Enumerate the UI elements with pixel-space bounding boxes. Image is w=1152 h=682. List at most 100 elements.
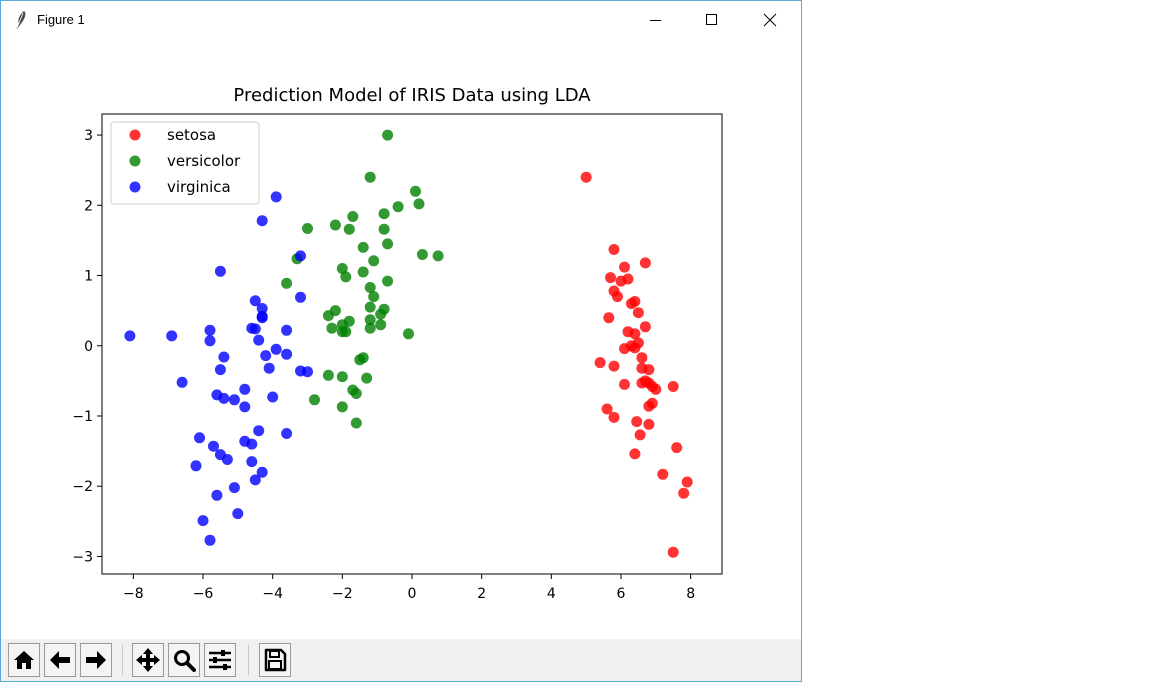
toolbar-separator	[122, 645, 123, 675]
data-point-versicolor	[322, 369, 334, 381]
data-point-versicolor	[343, 223, 355, 235]
data-point-setosa	[667, 546, 679, 558]
data-point-versicolor	[340, 271, 352, 283]
data-point-setosa	[643, 364, 655, 376]
data-point-virginica	[221, 454, 233, 465]
data-point-setosa	[639, 257, 651, 269]
data-point-versicolor	[432, 250, 444, 262]
data-point-versicolor	[392, 201, 404, 213]
data-point-versicolor	[382, 275, 394, 287]
x-tick-label: 2	[477, 586, 486, 602]
x-tick-label: −2	[332, 586, 353, 602]
data-point-virginica	[228, 394, 240, 406]
data-point-setosa	[636, 352, 648, 364]
feather-icon	[16, 11, 26, 29]
data-point-setosa	[601, 403, 613, 415]
x-tick-label: −6	[193, 586, 214, 602]
data-point-versicolor	[368, 291, 380, 303]
data-point-versicolor	[378, 208, 390, 220]
data-point-versicolor	[350, 388, 362, 399]
data-point-setosa	[678, 487, 690, 499]
axis-ticks: −8 −6 −4 −2 0 2 4 6 8 −3 −2 −1 0 1 2 3	[72, 128, 695, 602]
toolbar-separator	[248, 645, 249, 675]
data-point-virginica	[295, 250, 306, 262]
home-button[interactable]	[8, 643, 40, 677]
sliders-icon	[209, 650, 231, 670]
data-point-virginica	[218, 392, 230, 404]
configure-subplots-button[interactable]	[204, 643, 236, 677]
data-point-virginica	[190, 460, 202, 472]
data-point-virginica	[239, 383, 251, 395]
data-point-versicolor	[281, 277, 293, 289]
data-point-virginica	[208, 440, 219, 452]
data-point-virginica	[246, 456, 258, 468]
data-point-virginica	[194, 432, 205, 444]
x-tick-label: 4	[547, 586, 556, 602]
data-point-virginica	[228, 482, 240, 494]
x-tick-label: 6	[617, 586, 626, 602]
data-point-setosa	[594, 357, 606, 369]
data-point-versicolor	[361, 372, 373, 384]
y-tick-label: 0	[84, 339, 93, 355]
y-tick-label: −1	[72, 409, 93, 425]
home-icon	[14, 651, 34, 669]
data-point-setosa	[608, 411, 620, 423]
data-point-setosa	[629, 328, 641, 340]
floppy-disk-icon	[264, 648, 287, 672]
data-point-versicolor	[354, 354, 366, 366]
x-tick-label: −4	[262, 586, 283, 602]
back-button[interactable]	[44, 643, 76, 677]
arrow-right-icon	[86, 651, 106, 669]
data-point-versicolor	[326, 322, 338, 334]
data-point-versicolor	[322, 310, 334, 322]
data-point-virginica	[197, 515, 209, 527]
data-point-versicolor	[382, 238, 394, 250]
data-point-virginica	[204, 534, 216, 546]
data-point-virginica	[166, 330, 178, 342]
data-point-virginica	[214, 364, 226, 376]
forward-button[interactable]	[80, 643, 112, 677]
pan-button[interactable]	[132, 643, 164, 677]
axes-frame	[101, 113, 723, 575]
x-tick-label: 0	[408, 586, 417, 602]
data-point-versicolor	[368, 255, 380, 267]
data-point-virginica	[263, 362, 275, 374]
data-point-versicolor	[410, 185, 421, 197]
data-point-versicolor	[302, 223, 313, 234]
magnifier-icon	[174, 650, 196, 672]
data-point-virginica	[260, 350, 272, 362]
data-point-virginica	[270, 191, 282, 203]
data-point-versicolor	[357, 266, 369, 278]
minimize-button[interactable]	[633, 1, 679, 39]
y-tick-label: −3	[72, 549, 93, 565]
data-point-versicolor	[416, 249, 428, 260]
maximize-icon	[706, 14, 717, 25]
data-point-setosa	[619, 261, 630, 273]
data-point-setosa	[612, 291, 623, 303]
data-point-setosa	[643, 400, 655, 412]
data-point-versicolor	[350, 417, 362, 429]
data-point-setosa	[580, 171, 592, 183]
data-point-virginica	[256, 215, 268, 227]
maximize-button[interactable]	[689, 1, 735, 39]
data-point-setosa	[608, 244, 620, 255]
data-point-setosa	[632, 307, 644, 319]
arrow-left-icon	[50, 651, 70, 669]
data-point-versicolor	[347, 211, 359, 222]
plot-canvas[interactable]: Prediction Model of IRIS Data using LDA …	[1, 39, 801, 639]
data-point-setosa	[619, 378, 630, 390]
data-point-versicolor	[340, 326, 352, 338]
data-point-setosa	[639, 321, 651, 333]
data-point-versicolor	[329, 219, 341, 231]
x-tick-label: 8	[686, 586, 695, 602]
navigation-toolbar	[1, 639, 801, 681]
data-point-versicolor	[364, 314, 376, 326]
data-point-virginica	[204, 335, 216, 347]
close-button[interactable]	[747, 1, 793, 39]
legend-marker-setosa	[129, 129, 141, 141]
data-point-virginica	[246, 438, 258, 450]
save-button[interactable]	[259, 643, 291, 677]
zoom-button[interactable]	[168, 643, 200, 677]
data-point-versicolor	[364, 322, 376, 334]
data-point-virginica	[211, 489, 223, 501]
